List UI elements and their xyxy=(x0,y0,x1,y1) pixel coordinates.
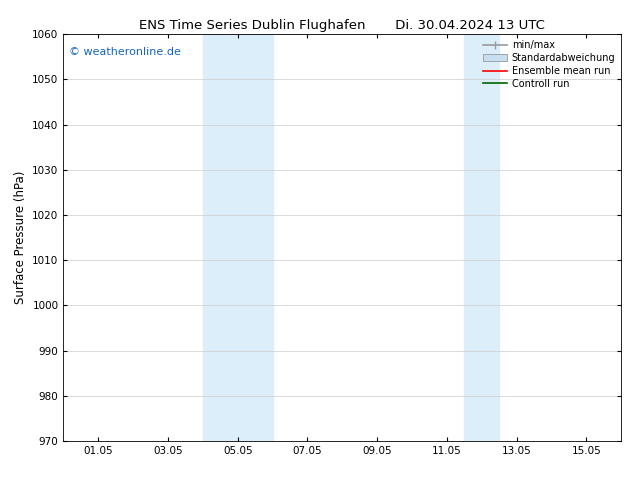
Legend: min/max, Standardabweichung, Ensemble mean run, Controll run: min/max, Standardabweichung, Ensemble me… xyxy=(479,36,619,93)
Bar xyxy=(464,34,500,441)
Y-axis label: Surface Pressure (hPa): Surface Pressure (hPa) xyxy=(14,171,27,304)
Text: © weatheronline.de: © weatheronline.de xyxy=(69,47,181,56)
Title: ENS Time Series Dublin Flughafen       Di. 30.04.2024 13 UTC: ENS Time Series Dublin Flughafen Di. 30.… xyxy=(139,19,545,32)
Bar xyxy=(203,34,273,441)
